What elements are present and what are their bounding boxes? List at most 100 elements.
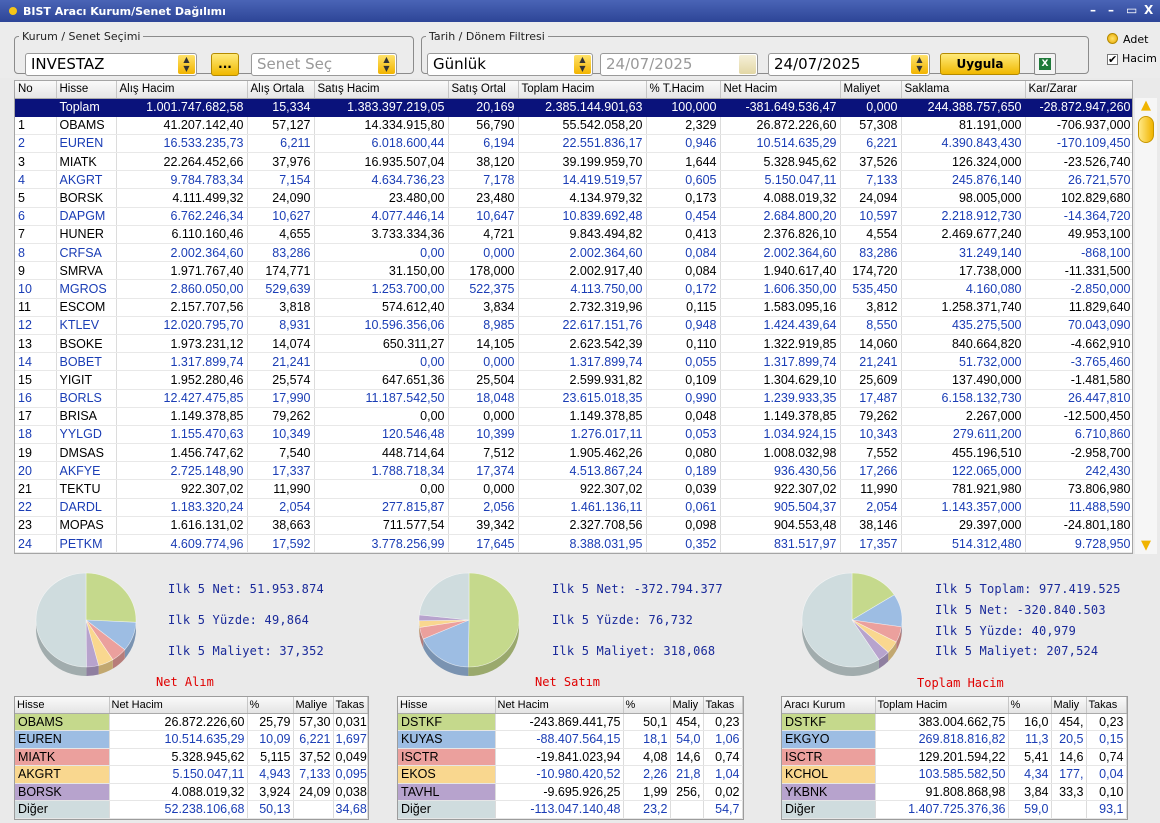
date-to-field[interactable]: 24/07/2025 ▲ ▼	[768, 53, 930, 76]
table-row[interactable]: 6 DAPGM 6.762.246,34 10,627 4.077.446,14 10,6…	[15, 207, 1132, 226]
table-cell: 6,221	[840, 134, 902, 154]
kurum-select[interactable]: INVESTAZ ▲ ▼	[25, 53, 197, 76]
table-row[interactable]: MIATK 5.328.945,62 5,115 37,52 0,049	[15, 748, 368, 766]
table-cell: DSTKF	[398, 713, 496, 731]
column-header[interactable]: Hisse	[15, 697, 110, 714]
scroll-up-icon[interactable]: ▲	[1141, 98, 1151, 113]
browse-button[interactable]: ...	[211, 53, 239, 76]
table-row[interactable]: 24 PETKM 4.609.774,96 17,592 3.778.256,99 17,…	[15, 534, 1132, 553]
table-row[interactable]: TAVHL -9.695.926,25 1,99 256, 0,02	[398, 783, 743, 801]
net-alim-table[interactable]: Hisse Net Hacim% Maliye Takas OBAMS 26.872.22…	[14, 696, 369, 820]
table-row[interactable]: DSTKF 383.004.662,75 16,0 454, 0,23	[782, 713, 1127, 731]
column-header[interactable]: %	[247, 697, 294, 714]
column-header[interactable]: Satış Hacim	[314, 81, 449, 99]
table-row[interactable]: 10 MGROS 2.860.050,00 529,639 1.253.700,00 52…	[15, 279, 1132, 299]
table-row[interactable]: 18 YYLGD 1.155.470,63 10,349 120.546,48 10,39…	[15, 425, 1132, 445]
table-row[interactable]: 7 HUNER 6.110.160,46 4,655 3.733.334,36 4,721…	[15, 225, 1132, 245]
table-row[interactable]: 25KMPUR810.490,0015,58666.728,7615,54087…	[15, 552, 1132, 553]
column-header[interactable]: Saklama	[901, 81, 1026, 99]
table-row[interactable]: 4 AKGRT 9.784.783,34 7,154 4.634.736,23 7,178…	[15, 170, 1132, 190]
table-row[interactable]: 5 BORSK 4.111.499,32 24,090 23.480,00 23,480 4…	[15, 188, 1132, 208]
column-header[interactable]: Net Hacim	[720, 81, 841, 99]
excel-export-button[interactable]: X	[1034, 53, 1056, 75]
main-grid[interactable]: No Hisse Alış Hacim Alış Ortala Satış Hacim S…	[14, 80, 1133, 554]
column-header[interactable]: Takas	[1086, 697, 1127, 714]
table-row[interactable]: KUYAS -88.407.564,15 18,1 54,0 1,06	[398, 730, 743, 749]
table-row[interactable]: Diğer 52.238.106,68 50,13 34,68	[15, 800, 368, 819]
column-header[interactable]: Hisse	[398, 697, 496, 714]
table-row[interactable]: ISCTR 129.201.594,22 5,41 14,6 0,74	[782, 748, 1127, 766]
table-row[interactable]: 1 OBAMS 41.207.142,40 57,127 14.334.915,80 56…	[15, 116, 1132, 135]
table-row[interactable]: 22 DARDL 1.183.320,24 2,054 277.815,87 2,056 1…	[15, 498, 1132, 517]
table-row[interactable]: 8 CRFSA 2.002.364,60 83,286 0,00 0,000 2.002.3…	[15, 243, 1132, 263]
table-row[interactable]: EKGYO 269.818.816,82 11,3 20,5 0,15	[782, 730, 1127, 749]
net-satim-table[interactable]: Hisse Net Hacim% Maliy Takas DSTKF -243.869.4…	[397, 696, 744, 820]
column-header[interactable]: Satış Ortal	[448, 81, 519, 99]
table-row[interactable]: EUREN 10.514.635,29 10,09 6,221 1,697	[15, 730, 368, 749]
table-row[interactable]: OBAMS 26.872.226,60 25,79 57,30 0,031	[15, 713, 368, 731]
table-cell: -28.872.947,260	[1025, 98, 1132, 117]
table-row[interactable]: BORSK 4.088.019,32 3,924 24,09 0,038	[15, 783, 368, 801]
table-row[interactable]: 16 BORLS 12.427.475,85 17,990 11.187.542,50 1…	[15, 389, 1132, 408]
grid-scrollbar[interactable]: ▲ ▼	[1135, 98, 1157, 554]
column-header[interactable]: Maliy	[1051, 697, 1087, 714]
date-from-field[interactable]: 24/07/2025	[600, 53, 758, 76]
column-header[interactable]: Alış Ortala	[247, 81, 315, 99]
column-header[interactable]: Toplam Hacim	[875, 697, 1009, 714]
table-row[interactable]: DSTKF -243.869.441,75 50,1 454, 0,23	[398, 713, 743, 731]
table-row[interactable]: Diğer -113.047.140,48 23,2 54,7	[398, 800, 743, 819]
collapse-icon[interactable]: –	[1108, 3, 1114, 17]
column-header[interactable]: Net Hacim	[109, 697, 248, 714]
table-row[interactable]: 9 SMRVA 1.971.767,40 174,771 31.150,00 178,00…	[15, 261, 1132, 281]
toplam-hacim-title: Toplam Hacim	[917, 676, 1004, 690]
table-row[interactable]: 12 KTLEV 12.020.795,70 8,931 10.596.356,06 8,…	[15, 316, 1132, 335]
column-header[interactable]: Kar/Zarar	[1025, 81, 1132, 99]
table-row[interactable]: 13 BSOKE 1.973.231,12 14,074 650.311,27 14,10…	[15, 334, 1132, 354]
option-hacim[interactable]: ✔ Hacim	[1107, 52, 1157, 65]
scroll-thumb[interactable]	[1138, 116, 1154, 143]
column-header[interactable]: Maliyet	[840, 81, 902, 99]
scroll-down-icon[interactable]: ▼	[1141, 538, 1151, 553]
column-header[interactable]: %	[1008, 697, 1052, 714]
column-header[interactable]: Maliy	[670, 697, 704, 714]
column-header[interactable]: Toplam Hacim	[518, 81, 647, 99]
period-select[interactable]: Günlük ▲ ▼	[427, 53, 593, 76]
column-header[interactable]: Net Hacim	[495, 697, 624, 714]
total-row[interactable]: Toplam 1.001.747.682,58 15,334 1.383.397.21…	[15, 98, 1132, 117]
table-row[interactable]: KCHOL 103.585.582,50 4,34 177, 0,04	[782, 765, 1127, 784]
column-header[interactable]: Aracı Kurum	[782, 697, 876, 714]
column-header[interactable]: Hisse	[56, 81, 117, 99]
toplam-hacim-table[interactable]: Aracı Kurum Toplam Hacim% Maliy Takas DSTKF 3…	[781, 696, 1128, 820]
table-cell: AKGRT	[56, 170, 117, 190]
table-row[interactable]: 14 BOBET 1.317.899,74 21,241 0,00 0,000 1.317.…	[15, 352, 1132, 372]
table-row[interactable]: AKGRT 5.150.047,11 4,943 7,133 0,095	[15, 765, 368, 784]
column-header[interactable]: Maliye	[293, 697, 334, 714]
column-header[interactable]: Alış Hacim	[116, 81, 248, 99]
column-header[interactable]: Takas	[333, 697, 368, 714]
close-icon[interactable]: X	[1144, 3, 1154, 17]
senet-select[interactable]: Senet Seç ▲ ▼	[251, 53, 397, 76]
column-header[interactable]: % T.Hacim	[646, 81, 721, 99]
table-row[interactable]: 11 ESCOM 2.157.707,56 3,818 574.612,40 3,834 2…	[15, 298, 1132, 317]
column-header[interactable]: %	[623, 697, 671, 714]
table-row[interactable]: 15 YIGIT 1.952.280,46 25,574 647.651,36 25,50…	[15, 370, 1132, 390]
column-header[interactable]: No	[15, 81, 57, 99]
table-row[interactable]: 20 AKFYE 2.725.148,90 17,337 1.788.718,34 17,…	[15, 461, 1132, 481]
column-header[interactable]: Takas	[703, 697, 743, 714]
minimize-icon[interactable]: –	[1090, 3, 1096, 17]
table-row[interactable]: YKBNK 91.808.868,98 3,84 33,3 0,10	[782, 783, 1127, 801]
table-row[interactable]: Diğer 1.407.725.376,36 59,0 93,1	[782, 800, 1127, 819]
apply-button[interactable]: Uygula	[940, 53, 1020, 75]
table-row[interactable]: EKOS -10.980.420,52 2,26 21,8 1,04	[398, 765, 743, 784]
table-cell: 2.002.917,40	[518, 261, 647, 281]
table-row[interactable]: 23 MOPAS 1.616.131,02 38,663 711.577,54 39,34…	[15, 516, 1132, 536]
option-adet[interactable]: Adet	[1107, 33, 1148, 46]
maximize-icon[interactable]: ▭	[1126, 3, 1138, 17]
table-row[interactable]: ISCTR -19.841.023,94 4,08 14,6 0,74	[398, 748, 743, 766]
table-row[interactable]: 2 EUREN 16.533.235,73 6,211 6.018.600,44 6,19…	[15, 134, 1132, 154]
table-cell: 5.150.047,11	[109, 765, 248, 784]
table-row[interactable]: 3 MIATK 22.264.452,66 37,976 16.935.507,04 38…	[15, 152, 1132, 172]
table-row[interactable]: 17 BRISA 1.149.378,85 79,262 0,00 0,000 1.149.…	[15, 407, 1132, 426]
table-row[interactable]: 21 TEKTU 922.307,02 11,990 0,00 0,000 922.307,…	[15, 479, 1132, 499]
table-row[interactable]: 19 DMSAS 1.456.747,62 7,540 448.714,64 7,512 1…	[15, 443, 1132, 463]
